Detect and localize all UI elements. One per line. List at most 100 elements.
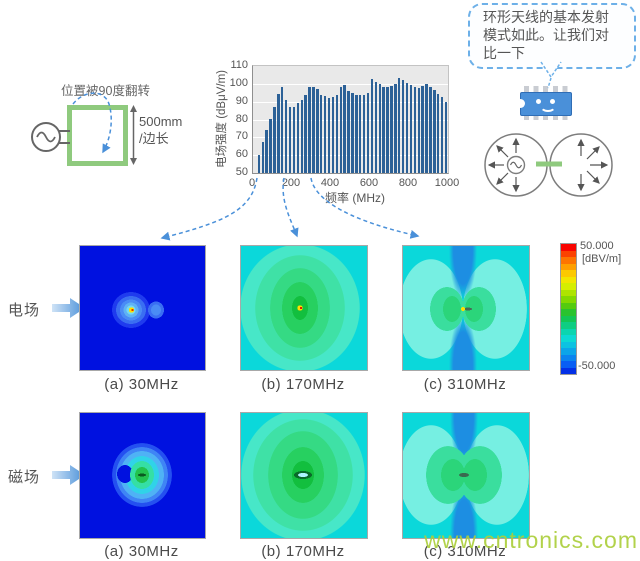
y-tick-label: 100 — [229, 76, 248, 89]
bar — [351, 92, 354, 173]
bar — [269, 118, 272, 173]
gridline — [253, 83, 448, 85]
bar — [370, 79, 374, 173]
ic-chip-icon — [520, 92, 572, 116]
bar — [320, 95, 323, 173]
colorbar-segment — [561, 354, 576, 361]
bar — [394, 83, 397, 173]
hfield-plot-30mhz — [79, 412, 206, 539]
bar — [401, 80, 405, 173]
chip-smile — [540, 100, 556, 112]
loop-antenna-square — [67, 105, 128, 166]
bar — [257, 155, 261, 173]
colorbar-segment — [561, 309, 576, 316]
bar — [300, 99, 303, 173]
bar — [378, 83, 381, 173]
colorbar-segment — [561, 257, 576, 264]
colorbar-min-label: -50.000 — [578, 360, 616, 372]
colorbar-segment — [561, 276, 576, 283]
hfield-plot-310mhz — [402, 412, 530, 539]
colorbar-segment — [561, 250, 576, 257]
bar — [409, 84, 413, 173]
y-tick-label: 70 — [235, 130, 248, 143]
bar — [374, 82, 378, 173]
loop-size-unit: /边长 — [139, 131, 169, 146]
colorbar-segment — [561, 302, 576, 309]
dimension-arrow — [130, 105, 137, 165]
bar — [261, 141, 264, 173]
caption-efield-c: (c) 310MHz — [423, 376, 507, 393]
bar — [386, 87, 389, 173]
colorbar-segment — [561, 296, 576, 303]
chip-notch — [516, 99, 525, 108]
bar — [277, 93, 280, 173]
gridline — [253, 101, 448, 103]
chart-x-axis-label: 频率 (MHz) — [325, 191, 385, 205]
colorbar-segment — [561, 283, 576, 290]
y-tick-label: 60 — [235, 148, 248, 161]
caption-efield-b: (b) 170MHz — [261, 376, 345, 393]
flip-rotation-label: 位置被90度翻转 — [61, 84, 150, 98]
bar — [327, 98, 331, 173]
bar — [312, 86, 315, 173]
colorbar-unit-label: [dBV/m] — [582, 253, 622, 265]
colorbar-segment — [561, 289, 576, 296]
chip-pins-bottom — [524, 114, 568, 120]
bar — [284, 99, 288, 173]
gridline — [253, 119, 448, 121]
speech-bubble: 环形天线的基本发射模式如此。让我们对比一下 — [468, 3, 636, 69]
radiation-pattern-diagram — [484, 133, 613, 197]
colorbar-segment — [561, 328, 576, 335]
bar — [316, 89, 319, 173]
x-tick-label: 800 — [398, 177, 418, 189]
x-tick-label: 0 — [248, 177, 256, 189]
row-label-electric-field: 电场 — [8, 302, 41, 319]
antenna-bar — [536, 161, 562, 167]
bar — [339, 86, 342, 173]
bar — [440, 97, 444, 173]
colorbar-max-label: 50.000 — [580, 240, 614, 252]
y-tick-label: 50 — [235, 166, 248, 178]
bar — [296, 102, 300, 173]
caption-hfield-b: (b) 170MHz — [261, 543, 345, 560]
caption-efield-a: (a) 30MHz — [104, 376, 179, 393]
chip-pins-top — [524, 86, 568, 92]
magnetic-field-arrow-icon — [52, 465, 85, 485]
caption-hfield-c: (c) 310MHz — [423, 543, 507, 560]
bar — [323, 96, 327, 173]
x-tick-label: 400 — [320, 177, 340, 189]
bar — [417, 88, 420, 173]
colorbar-segment — [561, 367, 576, 374]
bar — [331, 97, 335, 173]
ac-source-icon — [31, 122, 70, 152]
bar — [390, 85, 393, 173]
y-tick-label: 110 — [230, 59, 248, 71]
colorbar-segment — [561, 263, 576, 270]
bar — [433, 90, 436, 173]
bar — [382, 87, 385, 173]
colorbar-segment — [561, 361, 576, 368]
chip-eye-left — [536, 99, 541, 104]
x-tick-label: 600 — [359, 177, 379, 189]
y-tick-label: 90 — [235, 94, 248, 107]
colorbar-segment — [561, 335, 576, 342]
efield-plot-30mhz — [79, 245, 206, 371]
bar — [362, 95, 366, 173]
bar — [273, 107, 276, 173]
bar — [444, 101, 448, 173]
gridline — [253, 137, 448, 139]
hfield-plot-170mhz — [240, 412, 368, 539]
bar — [343, 84, 346, 173]
bar — [421, 85, 424, 173]
efield-plot-310mhz — [402, 245, 530, 371]
loop-size-label: 500mm /边长 — [139, 113, 182, 147]
watermark-text: www.cntronics.com — [424, 527, 638, 553]
colorbar-segment — [561, 348, 576, 355]
loop-size-value: 500mm — [139, 114, 183, 129]
colorbar-segment — [561, 322, 576, 329]
bar — [335, 95, 339, 173]
chart-plot-area — [252, 65, 449, 174]
speech-bubble-text: 环形天线的基本发射模式如此。让我们对比一下 — [483, 9, 609, 61]
bar — [437, 93, 440, 173]
